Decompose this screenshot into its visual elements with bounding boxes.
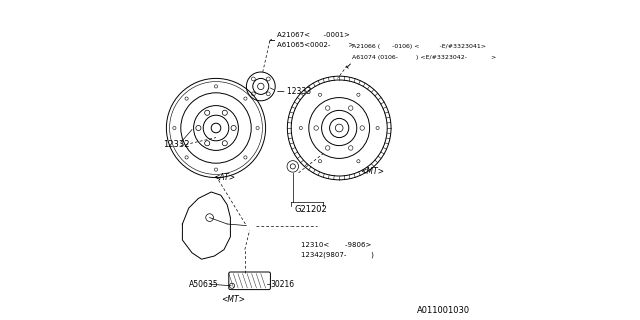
Text: <AT>: <AT> (212, 173, 235, 182)
Circle shape (290, 164, 295, 169)
Text: — 12333: — 12333 (277, 87, 311, 96)
Text: A21066 (      -0106) <          -E/#3323041>: A21066 ( -0106) < -E/#3323041> (352, 44, 486, 49)
Circle shape (211, 123, 221, 133)
Text: G21202: G21202 (294, 205, 327, 214)
Text: 12342(9807-           ): 12342(9807- ) (301, 251, 374, 258)
Text: 12310<       -9806>: 12310< -9806> (301, 242, 371, 248)
Text: A61065<0002-        >: A61065<0002- > (277, 43, 354, 48)
Text: <MT>: <MT> (360, 167, 384, 176)
Text: 12332: 12332 (163, 140, 189, 148)
Text: 30216: 30216 (270, 280, 294, 289)
Circle shape (335, 124, 343, 132)
Text: A50635: A50635 (189, 280, 218, 289)
Text: A011001030: A011001030 (417, 306, 470, 315)
Text: A61074 (0106-         ) <E/#3323042-            >: A61074 (0106- ) <E/#3323042- > (352, 55, 496, 60)
Text: <MT>: <MT> (221, 295, 245, 304)
Text: A21067<      -0001>: A21067< -0001> (277, 32, 349, 38)
